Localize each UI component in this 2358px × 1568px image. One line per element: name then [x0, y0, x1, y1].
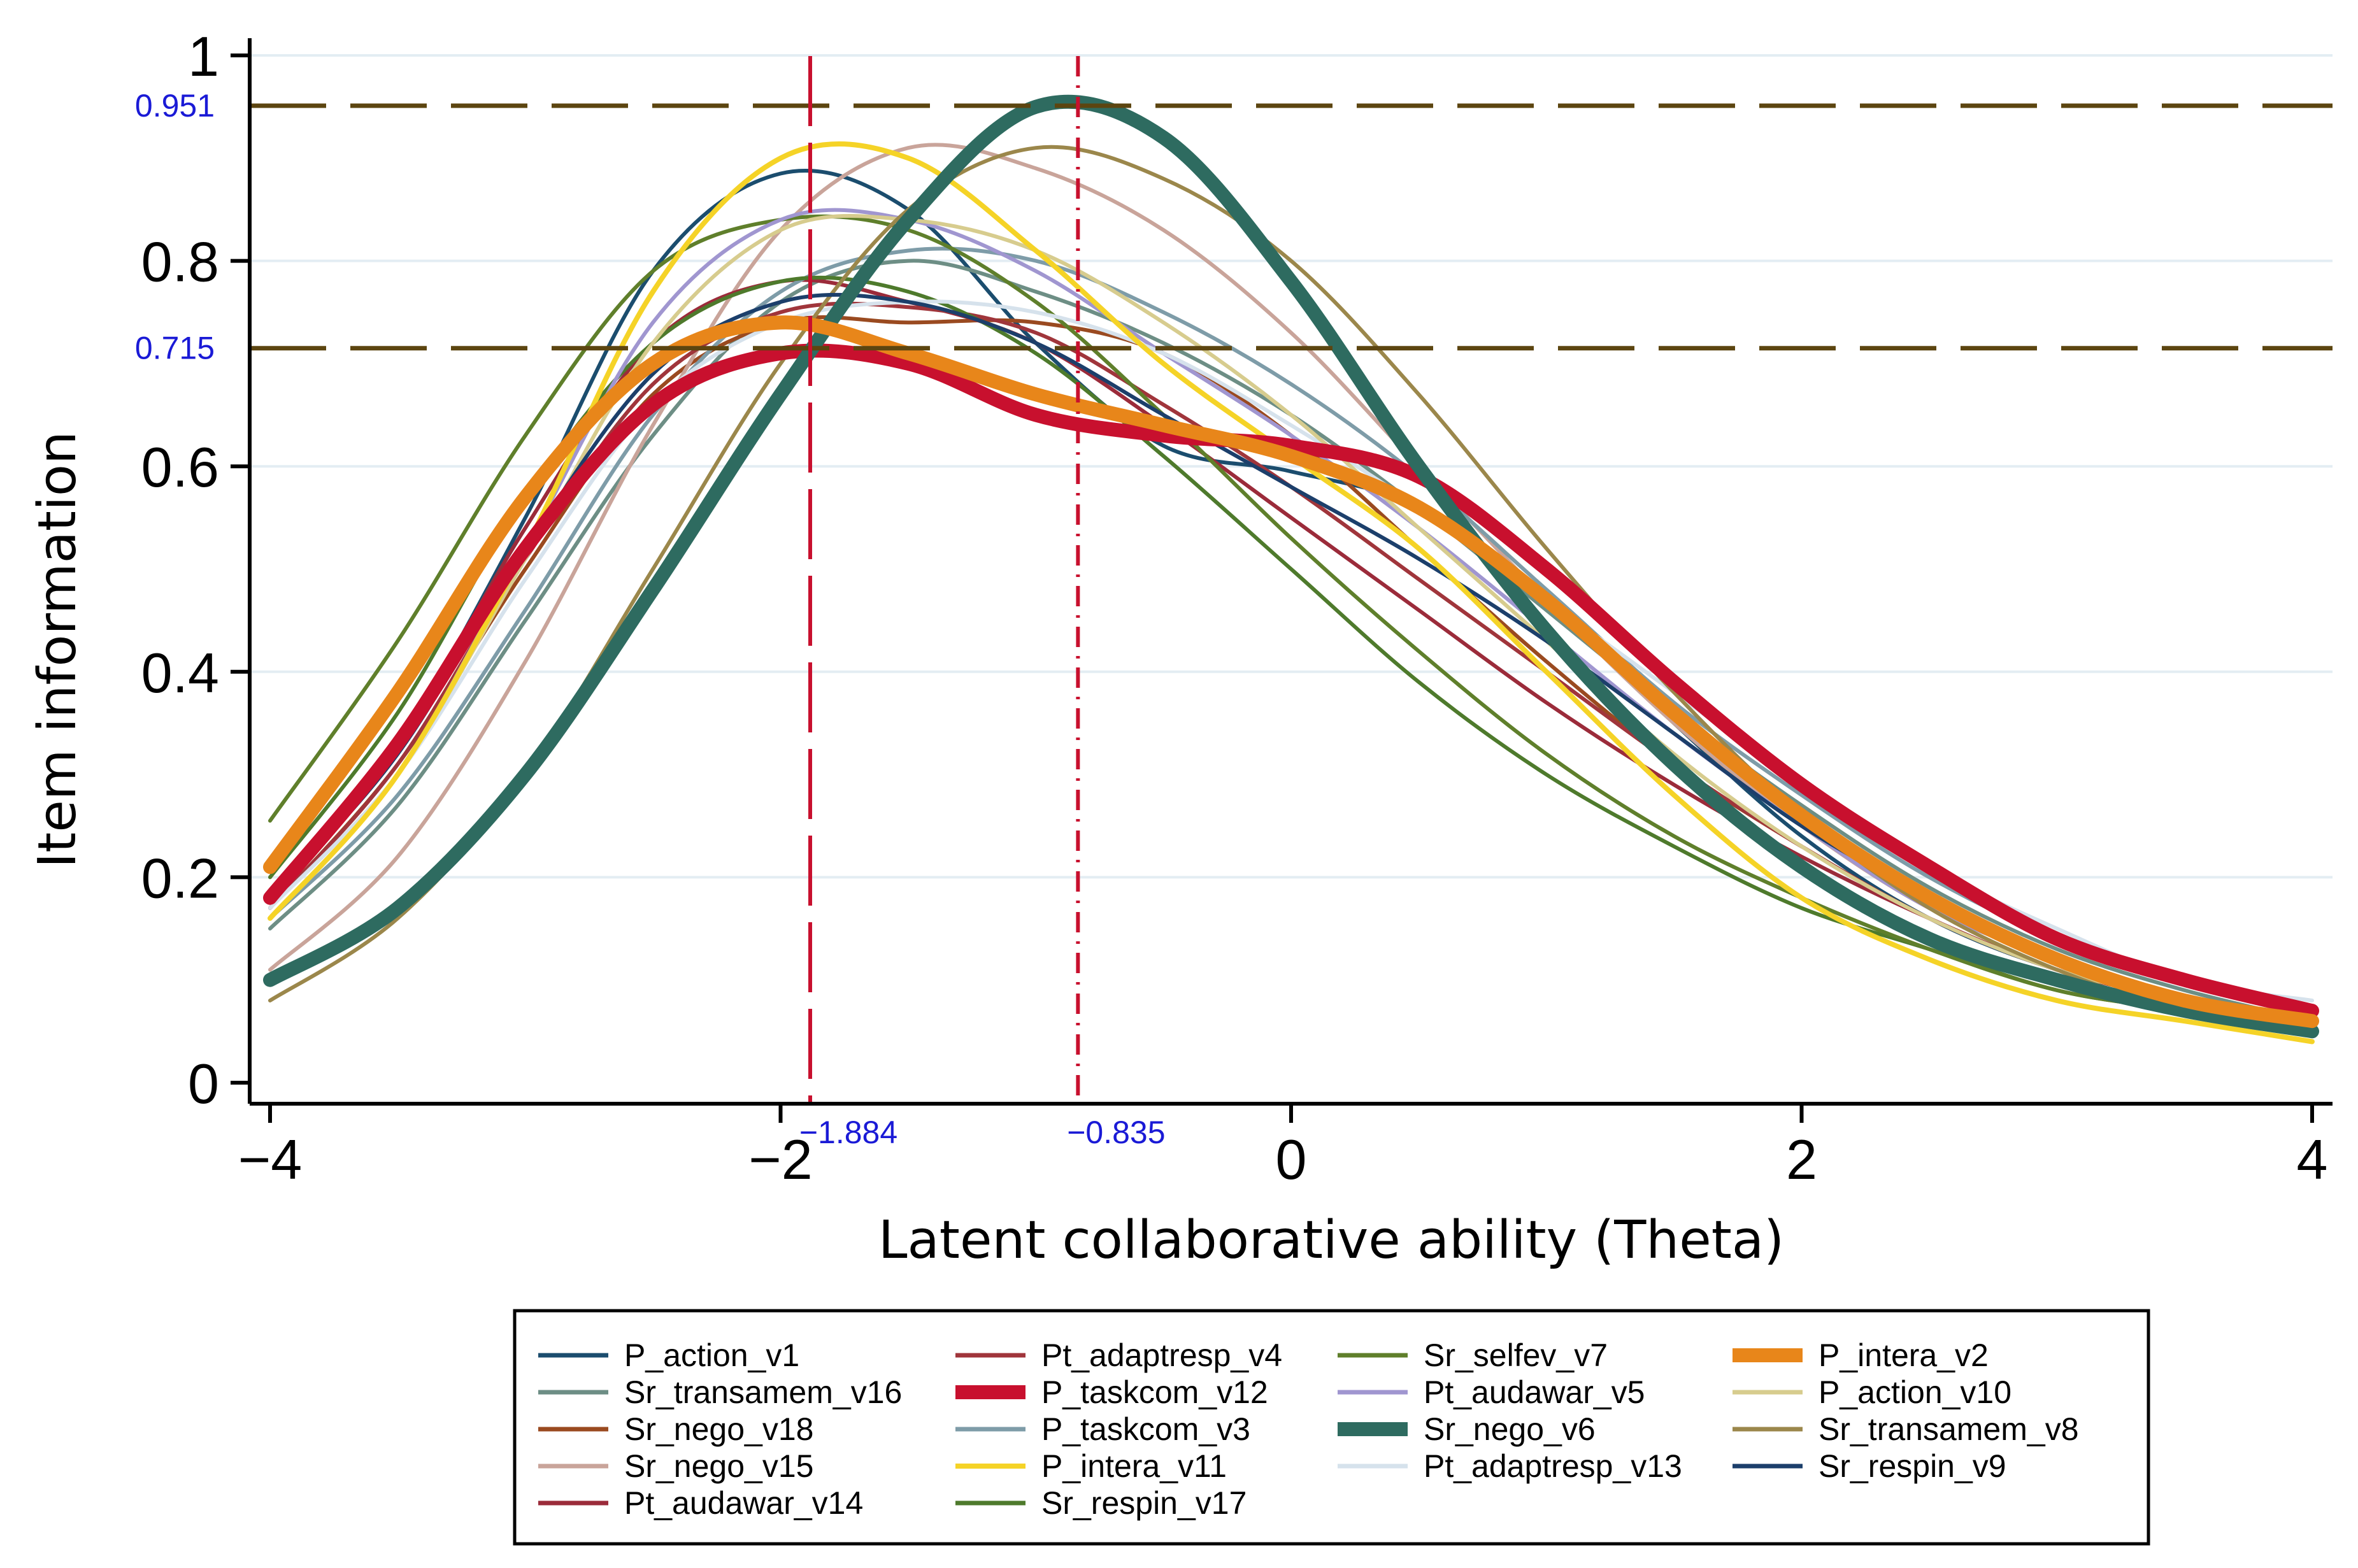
legend-label-Sr_nego_v6: Sr_nego_v6: [1424, 1411, 1596, 1447]
legend-box: [513, 1309, 2150, 1546]
reference-lines: 0.951 0.715 −1.884 −0.835: [135, 56, 2333, 1150]
y-tick-label-2: 0.4: [141, 641, 219, 704]
series-line-P_intera_v11: [268, 141, 2315, 1044]
legend: P_action_v1Sr_transamem_v16Sr_nego_v18Sr…: [513, 1309, 2150, 1546]
legend-label-Sr_nego_v15: Sr_nego_v15: [624, 1448, 813, 1484]
reference-label-h-0: 0.951: [135, 88, 215, 124]
y-tick-label-3: 0.6: [141, 436, 219, 499]
y-tick-label-1: 0.2: [141, 846, 219, 909]
legend-label-P_action_v10: P_action_v10: [1819, 1374, 2011, 1410]
x-axis-title: Latent collaborative ability (Theta): [878, 1210, 1784, 1271]
legend-label-P_taskcom_v3: P_taskcom_v3: [1041, 1411, 1250, 1447]
legend-label-Sr_selfev_v7: Sr_selfev_v7: [1424, 1337, 1608, 1373]
legend-label-Pt_adaptresp_v13: Pt_adaptresp_v13: [1424, 1448, 1682, 1484]
series-line-Sr_selfev_v7: [268, 214, 2314, 1034]
legend-label-P_intera_v11: P_intera_v11: [1041, 1448, 1227, 1484]
legend-label-Sr_nego_v18: Sr_nego_v18: [624, 1411, 813, 1447]
legend-label-Pt_adaptresp_v4: Pt_adaptresp_v4: [1041, 1337, 1282, 1373]
legend-label-Pt_audawar_v5: Pt_audawar_v5: [1424, 1374, 1645, 1410]
series-line-P_taskcom_v3: [268, 246, 2314, 1013]
y-tick-label-0: 0: [188, 1052, 219, 1115]
reference-label-v-0: −1.884: [799, 1115, 897, 1150]
y-axis-title: Item information: [27, 431, 88, 868]
series-line-Sr_transamem_v16: [268, 259, 2314, 1023]
series-line-P_taskcom_v12: [263, 343, 2319, 1018]
x-tick-label-3: 2: [1786, 1128, 1817, 1191]
series-line-P_intera_v2: [263, 315, 2319, 1029]
series-lines: [263, 94, 2319, 1044]
reference-label-v-1: −0.835: [1067, 1115, 1165, 1150]
legend-label-Pt_audawar_v14: Pt_audawar_v14: [624, 1485, 863, 1521]
legend-label-Sr_respin_v9: Sr_respin_v9: [1819, 1448, 2006, 1484]
series-line-Sr_nego_v6: [263, 94, 2319, 1039]
legend-label-Sr_transamem_v16: Sr_transamem_v16: [624, 1374, 902, 1410]
y-tick-label-4: 0.8: [141, 231, 219, 294]
x-tick-label-4: 4: [2297, 1128, 2328, 1191]
legend-label-Sr_transamem_v8: Sr_transamem_v8: [1819, 1411, 2079, 1447]
x-tick-label-0: −4: [238, 1128, 302, 1191]
reference-label-h-1: 0.715: [135, 331, 215, 366]
legend-label-P_action_v1: P_action_v1: [624, 1337, 799, 1373]
x-tick-label-1: −2: [748, 1128, 812, 1191]
y-tick-label-5: 1: [188, 25, 219, 88]
legend-label-P_taskcom_v12: P_taskcom_v12: [1041, 1374, 1268, 1410]
legend-label-P_intera_v2: P_intera_v2: [1819, 1337, 1989, 1373]
axes: 0 0.2 0.4 0.6 0.8 1 −4 −2 0 2 4: [141, 25, 2333, 1191]
legend-label-Sr_respin_v17: Sr_respin_v17: [1041, 1485, 1247, 1521]
x-tick-label-2: 0: [1276, 1128, 1307, 1191]
